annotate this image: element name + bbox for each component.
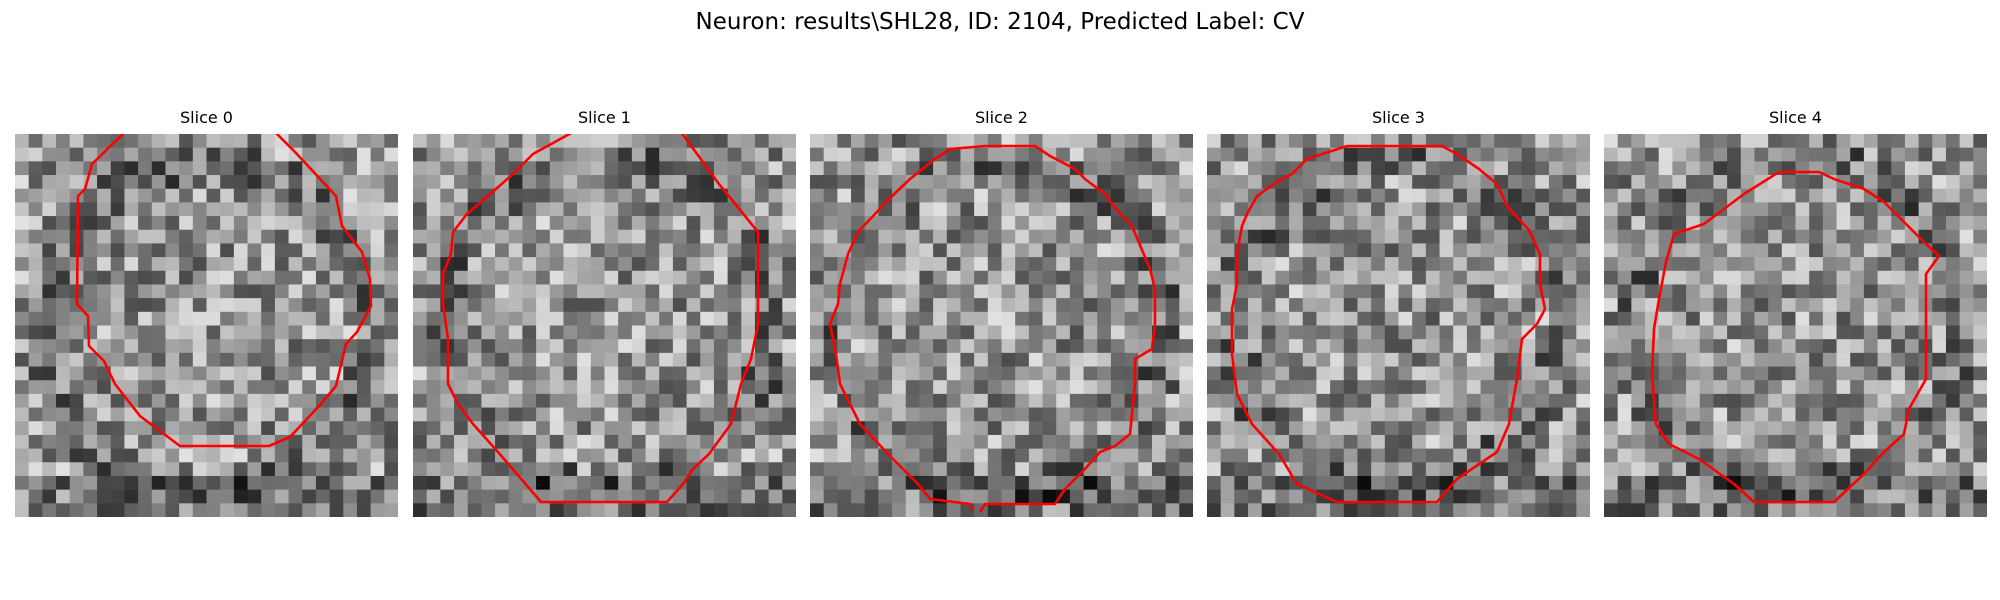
slice-image-3 xyxy=(1207,134,1590,517)
pixel-grid-1 xyxy=(413,134,796,517)
slice-title-0: Slice 0 xyxy=(180,108,233,127)
contour-outline-1 xyxy=(441,134,760,504)
slice-panel-0: Slice 0 xyxy=(15,108,398,518)
pixel-grid-4 xyxy=(1604,134,1987,517)
slice-image-4 xyxy=(1604,134,1987,517)
slice-title-2: Slice 2 xyxy=(975,108,1028,127)
slice-title-1: Slice 1 xyxy=(578,108,631,127)
slice-panel-1: Slice 1 xyxy=(413,108,796,518)
figure-title: Neuron: results\SHL28, ID: 2104, Predict… xyxy=(695,9,1305,35)
pixel-grid-0 xyxy=(15,134,398,517)
slice-title-4: Slice 4 xyxy=(1769,108,1822,127)
contour-outline-4 xyxy=(1650,170,1941,504)
slice-image-2 xyxy=(810,134,1193,517)
contour-outline-2 xyxy=(828,144,1157,513)
slice-panel-4: Slice 4 xyxy=(1604,108,1987,518)
slice-image-1 xyxy=(413,134,796,517)
slice-image-0 xyxy=(15,134,398,517)
slice-title-3: Slice 3 xyxy=(1372,108,1425,127)
contour-outline-0 xyxy=(75,134,373,448)
pixel-grid-2 xyxy=(810,134,1193,517)
slice-panel-3: Slice 3 xyxy=(1207,108,1590,518)
slice-panel-2: Slice 2 xyxy=(810,108,1193,518)
contour-outline-3 xyxy=(1230,144,1547,504)
